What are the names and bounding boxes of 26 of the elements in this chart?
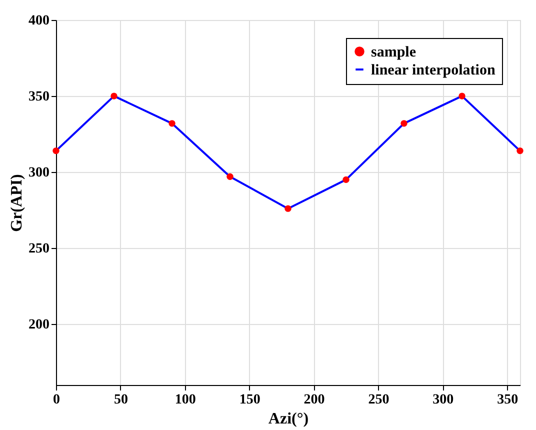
y-tick-label: 250 xyxy=(28,242,50,257)
point xyxy=(458,92,466,100)
x-tick-label: 150 xyxy=(239,392,260,408)
x-tick-label: 100 xyxy=(174,392,196,408)
y-tick-label: 300 xyxy=(28,166,50,181)
legend-label: sample xyxy=(371,44,416,60)
point xyxy=(284,205,292,212)
y-axis-title: Gr(API) xyxy=(8,174,26,232)
point xyxy=(342,176,350,184)
x-tick-label: 0 xyxy=(53,392,60,408)
x-axis-title: Azi(°) xyxy=(268,410,309,428)
x-tick-label: 350 xyxy=(497,392,518,408)
x-tick-label: 200 xyxy=(304,392,325,408)
y-tick-label: 200 xyxy=(28,318,50,333)
point xyxy=(400,120,408,127)
point xyxy=(52,147,60,154)
x-tick-label: 250 xyxy=(368,392,390,408)
x-tick-label: 50 xyxy=(114,392,128,408)
y-tick-label: 350 xyxy=(28,90,50,105)
x-tick-label: 300 xyxy=(432,392,454,408)
point xyxy=(226,173,234,180)
point xyxy=(110,92,118,100)
point xyxy=(516,147,524,154)
legend-label: linear interpolation xyxy=(371,62,496,78)
point xyxy=(168,120,176,127)
y-tick-label: 400 xyxy=(28,14,50,28)
